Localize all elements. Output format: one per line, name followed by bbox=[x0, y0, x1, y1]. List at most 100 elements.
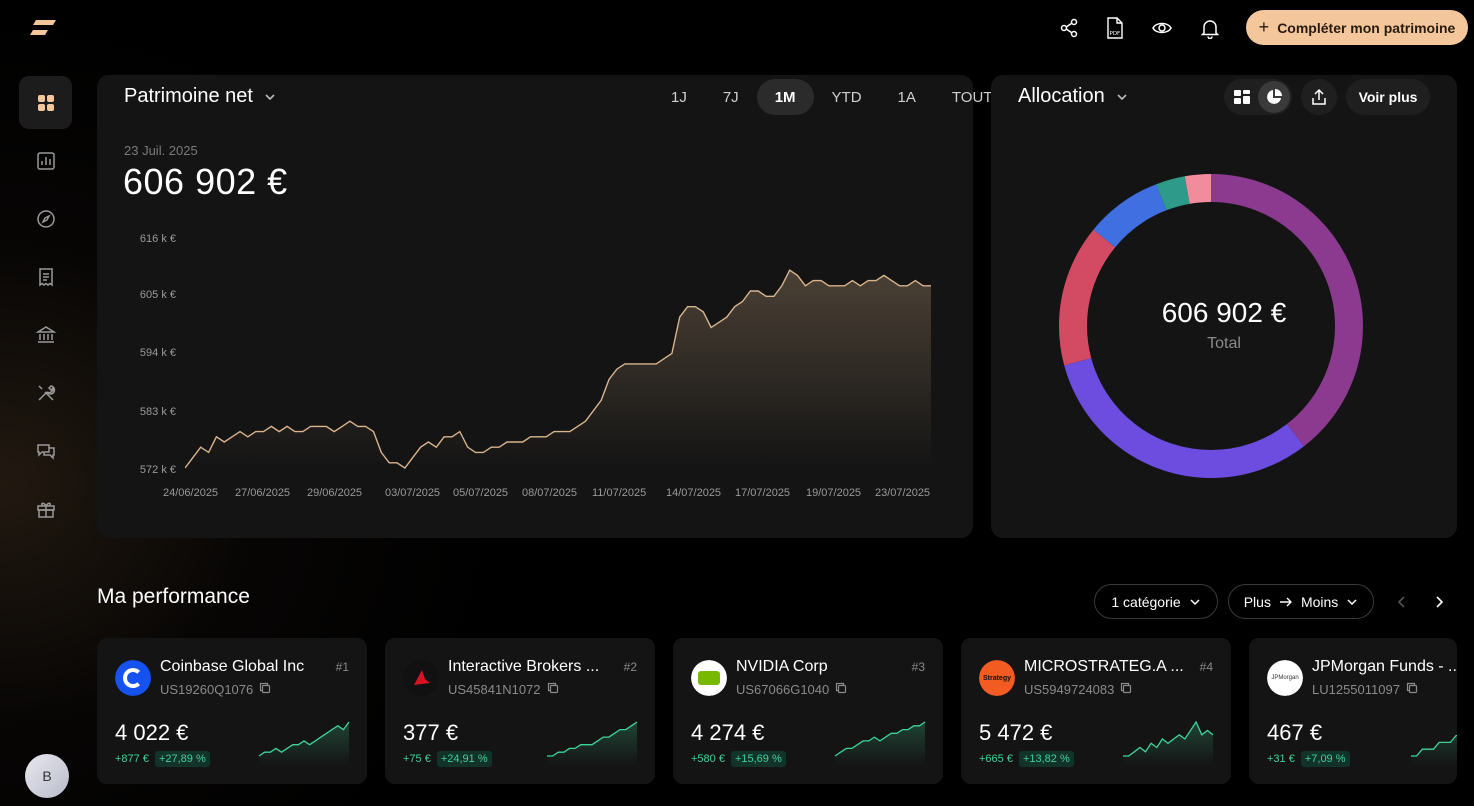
asset-sparkline bbox=[1123, 720, 1214, 766]
y-tick: 594 k € bbox=[139, 347, 176, 359]
asset-gain-percent: +7,09 % bbox=[1300, 751, 1350, 767]
sidebar-item-dashboard[interactable] bbox=[19, 76, 72, 129]
asset-name: NVIDIA Corp bbox=[736, 658, 828, 675]
gift-icon bbox=[36, 502, 55, 518]
tools-icon bbox=[37, 384, 55, 401]
asset-gain: +580 € bbox=[691, 753, 725, 765]
asset-sparkline bbox=[258, 721, 350, 766]
net-worth-line-chart[interactable] bbox=[185, 225, 945, 475]
carousel-prev-button[interactable] bbox=[1390, 590, 1414, 614]
asset-value: 467 € bbox=[1267, 720, 1323, 745]
x-tick: 03/07/2025 bbox=[385, 487, 441, 499]
donut-slice[interactable] bbox=[1059, 174, 1363, 478]
asset-isin: US5949724083 bbox=[1024, 682, 1115, 697]
complete-patrimony-button[interactable]: + Compléter mon patrimoine bbox=[1246, 10, 1468, 45]
y-tick: 583 k € bbox=[139, 406, 176, 418]
tab-1a[interactable]: 1A bbox=[897, 88, 916, 106]
tab-ytd[interactable]: YTD bbox=[831, 88, 862, 106]
tab-1j[interactable]: 1J bbox=[671, 88, 687, 106]
carousel-next-button[interactable] bbox=[1427, 590, 1451, 614]
sidebar-item-analytics[interactable] bbox=[19, 134, 72, 187]
asset-gain-row: +665 € +13,82 % bbox=[979, 751, 1074, 767]
tab-7j[interactable]: 7J bbox=[722, 88, 739, 106]
performance-card[interactable]: NVIDIA Corp #3 US67066G1040 4 274 € +580 € +1… bbox=[673, 638, 943, 784]
notifications-button[interactable] bbox=[1196, 14, 1224, 42]
asset-gain-percent: +27,89 % bbox=[154, 751, 210, 767]
sparkline-line bbox=[547, 721, 638, 757]
compass-icon bbox=[36, 209, 55, 228]
performance-card[interactable]: Coinbase Global Inc #1 US19260Q1076 4 022 €… bbox=[97, 638, 367, 784]
chevron-left-icon bbox=[1397, 596, 1405, 608]
chevron-down-icon bbox=[1190, 598, 1200, 605]
x-tick: 11/07/2025 bbox=[592, 487, 647, 499]
sidebar-item-tools[interactable] bbox=[19, 366, 72, 419]
chevron-down-icon bbox=[265, 93, 275, 100]
sidebar-item-rewards[interactable] bbox=[19, 482, 72, 535]
chevron-down-icon bbox=[1347, 598, 1357, 605]
sidebar-item-accounts[interactable] bbox=[19, 308, 72, 361]
category-filter-dropdown[interactable]: 1 catégorie bbox=[1094, 584, 1218, 619]
copy-icon[interactable] bbox=[259, 682, 271, 697]
asset-value: 4 022 € bbox=[115, 720, 189, 745]
y-tick: 616 k € bbox=[139, 233, 176, 245]
copy-icon[interactable] bbox=[835, 682, 847, 697]
copy-icon[interactable] bbox=[1406, 682, 1418, 697]
sparkline-area bbox=[1411, 735, 1457, 766]
strategy-logo: Strategy bbox=[979, 660, 1015, 696]
performance-card[interactable]: Interactive Brokers ... #2 US45841N1072 377… bbox=[385, 638, 655, 784]
performance-card[interactable]: Strategy MICROSTRATEG.A ... #4 US5949724083… bbox=[961, 638, 1231, 784]
asset-value: 4 274 € bbox=[691, 720, 765, 745]
asset-gain-percent: +15,69 % bbox=[730, 751, 786, 767]
y-tick: 605 k € bbox=[139, 289, 176, 301]
copy-icon[interactable] bbox=[547, 682, 559, 697]
pdf-icon: PDF bbox=[1107, 17, 1123, 39]
visibility-toggle-button[interactable] bbox=[1148, 14, 1176, 42]
asset-isin-row: US19260Q1076 bbox=[160, 682, 271, 697]
sidebar-item-explore[interactable] bbox=[19, 192, 72, 245]
list-view-button[interactable] bbox=[1226, 81, 1258, 113]
export-button[interactable] bbox=[1301, 79, 1337, 115]
asset-isin-row: US45841N1072 bbox=[448, 682, 559, 697]
pie-view-button[interactable] bbox=[1258, 81, 1290, 113]
share-button[interactable] bbox=[1055, 14, 1083, 42]
sidebar-item-messages[interactable] bbox=[19, 424, 72, 477]
sparkline-line bbox=[834, 721, 926, 757]
asset-name: MICROSTRATEG.A ... bbox=[1024, 658, 1184, 675]
x-tick: 05/07/2025 bbox=[453, 487, 509, 499]
performance-card[interactable]: JPMorgan JPMorgan Funds - ... LU1255011097… bbox=[1249, 638, 1457, 784]
allocation-title-dropdown[interactable]: Allocation bbox=[1018, 85, 1129, 108]
chevron-right-icon bbox=[1436, 596, 1444, 608]
ibkr-logo bbox=[403, 660, 439, 696]
x-tick: 29/06/2025 bbox=[307, 487, 363, 499]
asset-gain: +31 € bbox=[1267, 753, 1295, 765]
asset-gain: +877 € bbox=[115, 753, 149, 765]
bank-icon bbox=[34, 325, 57, 343]
donut-slice[interactable] bbox=[1059, 174, 1363, 478]
asset-gain-percent: +13,82 % bbox=[1018, 751, 1074, 767]
pdf-export-button[interactable]: PDF bbox=[1101, 14, 1129, 42]
asset-isin: LU1255011097 bbox=[1312, 682, 1400, 697]
allocation-donut-chart[interactable] bbox=[1059, 160, 1363, 492]
donut-slice[interactable] bbox=[1059, 174, 1363, 478]
asset-rank: #3 bbox=[911, 660, 925, 674]
asset-name: JPMorgan Funds - ... bbox=[1312, 658, 1457, 675]
sidebar-item-transactions[interactable] bbox=[19, 250, 72, 303]
sparkline-line bbox=[258, 721, 350, 757]
voir-plus-button[interactable]: Voir plus bbox=[1346, 79, 1430, 115]
layout-grid-icon bbox=[1234, 90, 1250, 104]
tab-1m[interactable]: 1M bbox=[756, 79, 814, 115]
app-logo[interactable] bbox=[30, 18, 58, 38]
chart-area-fill bbox=[185, 270, 931, 468]
asset-name: Coinbase Global Inc bbox=[160, 658, 305, 675]
allocation-title: Allocation bbox=[1018, 85, 1105, 107]
avatar[interactable]: B bbox=[25, 754, 69, 798]
sort-dropdown[interactable]: Plus Moins bbox=[1228, 584, 1374, 619]
copy-icon[interactable] bbox=[1120, 682, 1132, 697]
net-worth-value: 606 902 € bbox=[123, 161, 288, 202]
net-worth-date: 23 Juil. 2025 bbox=[124, 143, 198, 158]
tab-tout[interactable]: TOUT bbox=[951, 88, 993, 106]
allocation-card: Allocation Voir plus 606 902 € Total bbox=[991, 75, 1457, 538]
asset-name: Interactive Brokers ... bbox=[448, 658, 600, 675]
asset-gain-row: +580 € +15,69 % bbox=[691, 751, 786, 767]
net-worth-title-dropdown[interactable]: Patrimoine net bbox=[124, 85, 277, 108]
